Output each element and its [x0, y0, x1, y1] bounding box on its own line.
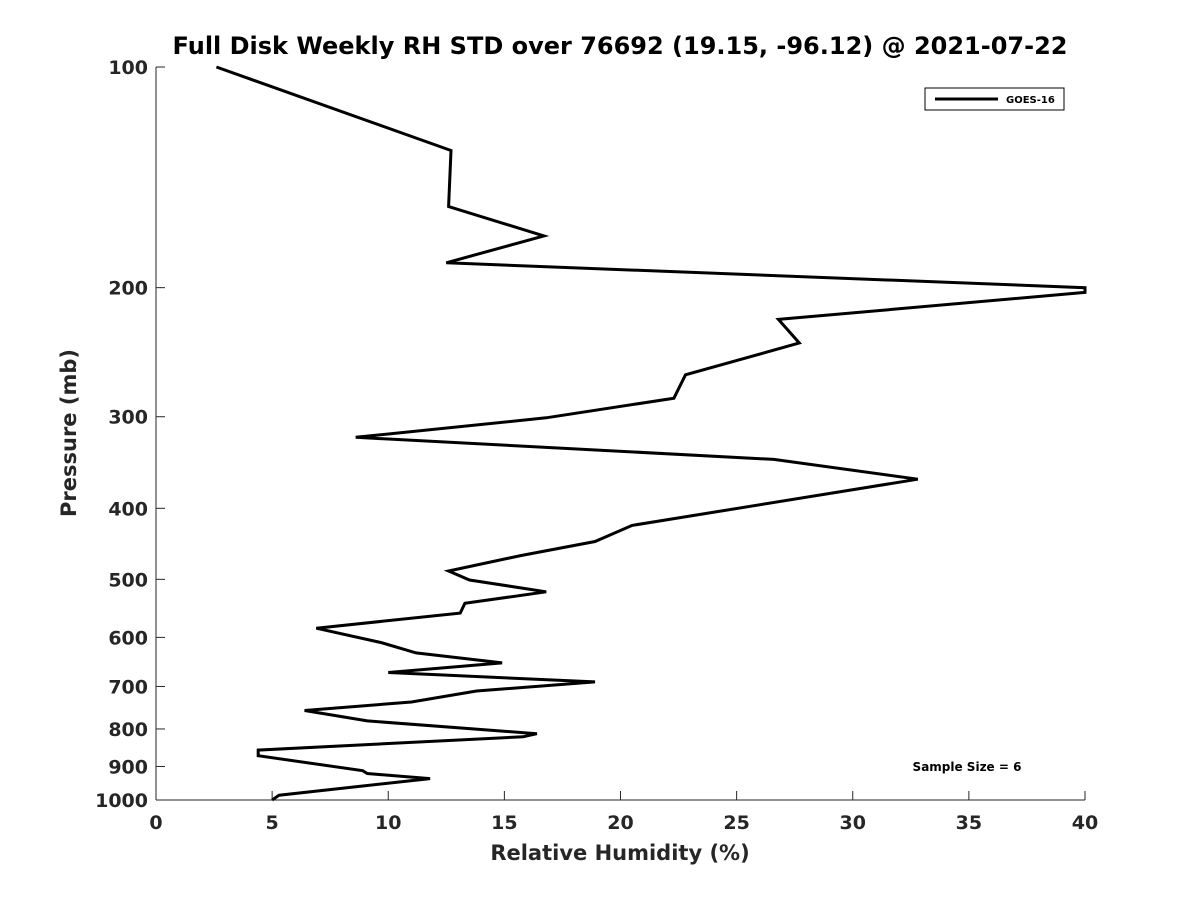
series-line-goes16 [215, 65, 1087, 802]
y-tick-label: 900 [108, 756, 148, 778]
legend-label-goes16: GOES-16 [1006, 95, 1055, 106]
x-tick-label: 10 [375, 812, 401, 834]
y-tick-label: 600 [108, 627, 148, 649]
sample-size-annotation: Sample Size = 6 [913, 760, 1022, 774]
y-tick-label: 500 [108, 569, 148, 591]
chart-title: Full Disk Weekly RH STD over 76692 (19.1… [173, 32, 1068, 60]
x-axis: 0 5 10 15 20 25 30 35 40 [149, 791, 1098, 834]
x-tick-label: 30 [840, 812, 866, 834]
x-tick-label: 15 [491, 812, 517, 834]
y-tick-label: 1000 [95, 790, 148, 812]
y-tick-label: 100 [108, 57, 148, 79]
x-tick-label: 20 [607, 812, 633, 834]
legend: GOES-16 [924, 87, 1065, 111]
y-tick-label: 700 [108, 676, 148, 698]
x-tick-label: 35 [956, 812, 982, 834]
y-axis-label: Pressure (mb) [57, 349, 81, 517]
x-tick-label: 5 [266, 812, 279, 834]
y-tick-label: 300 [108, 407, 148, 429]
y-axis: 100 200 300 400 500 600 700 800 900 1000 [95, 57, 165, 812]
y-tick-label: 400 [108, 498, 148, 520]
x-axis-label: Relative Humidity (%) [490, 841, 749, 865]
x-tick-label: 0 [149, 812, 162, 834]
y-tick-label: 200 [108, 278, 148, 300]
y-tick-label: 800 [108, 719, 148, 741]
x-tick-label: 25 [723, 812, 749, 834]
x-tick-label: 40 [1072, 812, 1098, 834]
